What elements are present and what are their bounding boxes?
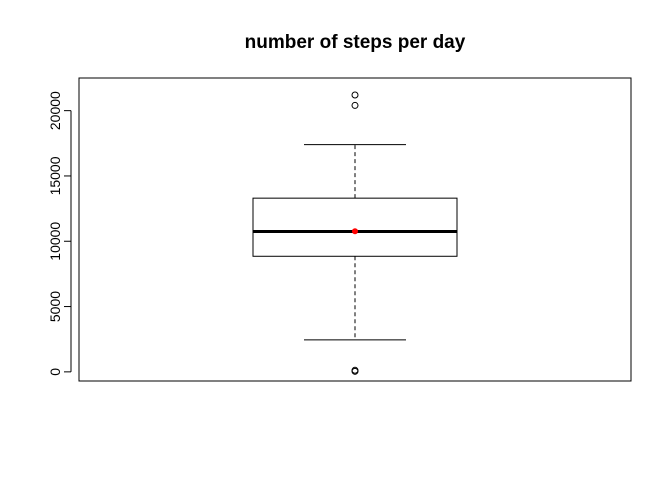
y-axis: 0 5000 10000 15000 20000 — [47, 91, 72, 376]
outlier-point — [351, 91, 359, 99]
outlier-point — [351, 101, 359, 109]
y-tick-label: 0 — [47, 368, 63, 376]
y-tick-label: 5000 — [47, 291, 63, 322]
boxplot — [252, 91, 458, 375]
y-tick-label: 20000 — [47, 91, 63, 130]
plot-frame — [78, 77, 632, 382]
mean-point — [352, 228, 358, 235]
y-tick-label: 15000 — [47, 156, 63, 195]
y-tick-label: 10000 — [47, 222, 63, 261]
chart-title: number of steps per day — [245, 32, 466, 53]
outlier-point — [351, 366, 359, 374]
iqr-box — [252, 197, 458, 257]
